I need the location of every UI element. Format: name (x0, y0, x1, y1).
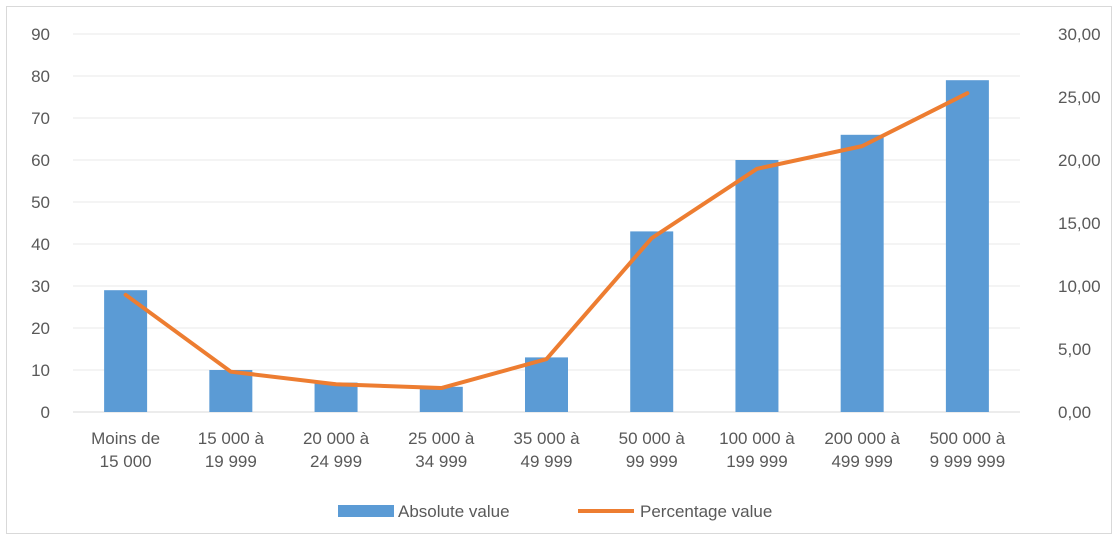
legend-label-percentage: Percentage value (640, 502, 772, 521)
x-axis-tick-label: 20 000 à 24 999 (303, 429, 370, 471)
legend-label-absolute: Absolute value (398, 502, 510, 521)
legend-swatch-absolute (338, 505, 394, 517)
x-axis-ticks: Moins de 15 000 15 000 à 19 999 20 000 à 24 9… (91, 429, 1006, 471)
x-axis-tick-label: 50 000 à 99 999 (619, 429, 686, 471)
bar (735, 160, 779, 412)
bar (525, 357, 568, 412)
left-axis-tick-label: 60 (31, 151, 50, 170)
left-axis-tick-label: 50 (31, 193, 50, 212)
line-series (123, 91, 970, 391)
bar (840, 134, 884, 413)
x-axis-tick-label: Moins de 15 000 (91, 429, 160, 471)
right-axis-tick-label: 25,00 (1058, 88, 1101, 107)
x-axis-tick-label: 200 000 à 499 999 (824, 429, 900, 471)
right-axis-ticks: 0,00 5,00 10,00 15,00 20,00 25,00 30,00 (1058, 25, 1101, 422)
x-axis-tick-label: 35 000 à 49 999 (513, 429, 580, 471)
right-axis-tick-label: 20,00 (1058, 151, 1101, 170)
left-axis-tick-label: 10 (31, 361, 50, 380)
left-axis-tick-label: 0 (41, 403, 50, 422)
x-axis-tick-label: 100 000 à 199 999 (719, 429, 795, 471)
left-axis-ticks: 0 10 20 30 40 50 60 70 80 90 (31, 25, 50, 422)
left-axis-tick-label: 80 (31, 67, 50, 86)
x-axis-tick-label: 25 000 à 34 999 (408, 429, 475, 471)
x-axis-tick-label: 15 000 à 19 999 (198, 429, 265, 471)
bar (419, 386, 463, 412)
left-axis-tick-label: 30 (31, 277, 50, 296)
right-axis-tick-label: 5,00 (1058, 340, 1091, 359)
bar (630, 231, 674, 412)
legend: Absolute value Percentage value (338, 502, 772, 521)
right-axis-tick-label: 15,00 (1058, 214, 1101, 233)
bar (209, 370, 253, 412)
chart-frame (6, 6, 1112, 534)
bar-series (104, 80, 989, 413)
left-axis-tick-label: 40 (31, 235, 50, 254)
right-axis-tick-label: 10,00 (1058, 277, 1101, 296)
left-axis-tick-label: 90 (31, 25, 50, 44)
bar (314, 382, 358, 412)
left-axis-tick-label: 20 (31, 319, 50, 338)
bar (104, 290, 148, 412)
left-axis-tick-label: 70 (31, 109, 50, 128)
right-axis-tick-label: 30,00 (1058, 25, 1101, 44)
right-axis-tick-label: 0,00 (1058, 403, 1091, 422)
bar (945, 80, 989, 412)
